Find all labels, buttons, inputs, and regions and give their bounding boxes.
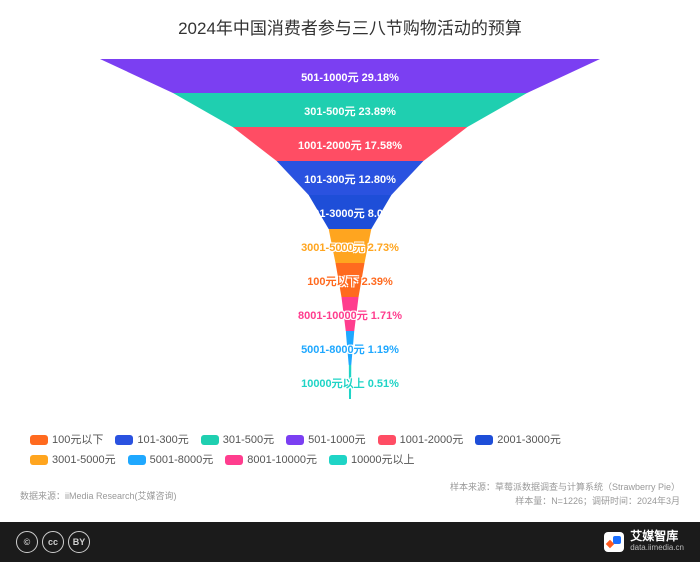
legend-item: 10000元以上 [329, 451, 415, 469]
legend-label: 301-500元 [223, 431, 274, 449]
funnel-slice [309, 195, 392, 229]
legend-item: 301-500元 [201, 431, 274, 449]
legend-label: 1001-2000元 [400, 431, 464, 449]
funnel-slice [349, 365, 352, 399]
legend-swatch-icon [378, 435, 396, 445]
funnel-slice [100, 59, 600, 93]
legend-swatch-icon [115, 435, 133, 445]
legend-item: 501-1000元 [286, 431, 366, 449]
legend-item: 2001-3000元 [475, 431, 561, 449]
legend-swatch-icon [30, 435, 48, 445]
legend-item: 1001-2000元 [378, 431, 464, 449]
legend-item: 3001-5000元 [30, 451, 116, 469]
legend-item: 100元以下 [30, 431, 103, 449]
legend-label: 5001-8000元 [150, 451, 214, 469]
brand-url: data.iimedia.cn [630, 542, 684, 554]
legend-swatch-icon [475, 435, 493, 445]
chart-title: 2024年中国消费者参与三八节购物活动的预算 [0, 0, 700, 39]
footer-source-right: 样本来源：草莓派数据调查与计算系统（Strawberry Pie） 样本量：N=… [450, 480, 680, 508]
footer-right-line2: 样本量：N=1226；调研时间：2024年3月 [450, 494, 680, 508]
funnel-slice [173, 93, 527, 127]
bottom-bar: ©ccBY 艾媒智库 data.iimedia.cn [0, 522, 700, 562]
cc-badges: ©ccBY [16, 531, 90, 553]
funnel-slice [277, 161, 424, 195]
footer-source-left: 数据来源：iiMedia Research(艾媒咨询) [20, 489, 177, 502]
legend-label: 2001-3000元 [497, 431, 561, 449]
funnel-chart: 501-1000元 29.18%301-500元 23.89%1001-2000… [0, 47, 700, 427]
legend-swatch-icon [30, 455, 48, 465]
legend: 100元以下 101-300元 301-500元 501-1000元 1001-2000… [30, 431, 670, 471]
cc-badge-icon: cc [42, 531, 64, 553]
legend-item: 5001-8000元 [128, 451, 214, 469]
cc-badge-icon: © [16, 531, 38, 553]
funnel-slice [336, 263, 365, 297]
legend-item: 8001-10000元 [225, 451, 317, 469]
legend-label: 501-1000元 [308, 431, 366, 449]
legend-item: 101-300元 [115, 431, 188, 449]
brand-logo-icon [604, 532, 624, 552]
legend-label: 10000元以上 [351, 451, 415, 469]
footer-right-line1: 样本来源：草莓派数据调查与计算系统（Strawberry Pie） [450, 480, 680, 494]
legend-swatch-icon [286, 435, 304, 445]
legend-label: 3001-5000元 [52, 451, 116, 469]
legend-label: 101-300元 [137, 431, 188, 449]
legend-label: 100元以下 [52, 431, 103, 449]
legend-swatch-icon [225, 455, 243, 465]
legend-swatch-icon [329, 455, 347, 465]
legend-swatch-icon [201, 435, 219, 445]
brand: 艾媒智库 data.iimedia.cn [604, 530, 684, 554]
cc-badge-icon: BY [68, 531, 90, 553]
brand-name: 艾媒智库 [630, 530, 684, 542]
funnel-slice [233, 127, 468, 161]
funnel-slice [341, 297, 358, 331]
legend-swatch-icon [128, 455, 146, 465]
legend-label: 8001-10000元 [247, 451, 317, 469]
funnel-slice [346, 331, 355, 365]
funnel-slice [329, 229, 372, 263]
